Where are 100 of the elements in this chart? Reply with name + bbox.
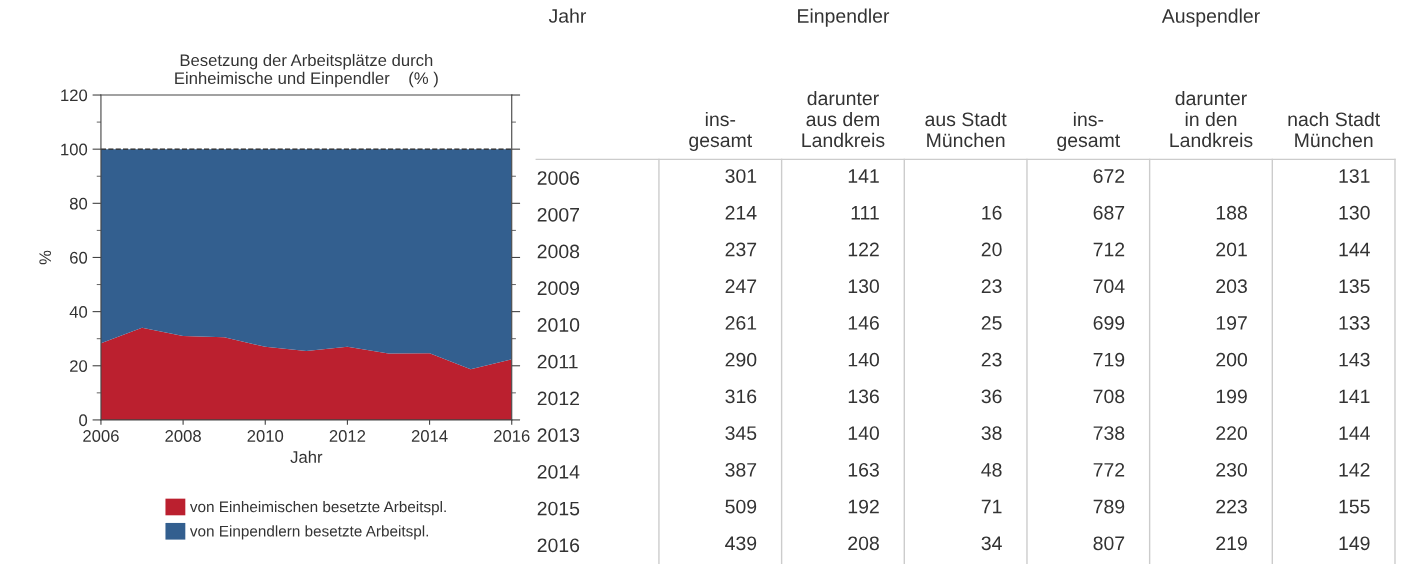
y-tick-label: 80 — [69, 197, 88, 210]
data-label: 163 — [848, 462, 879, 477]
y-tick-label: 2015 — [537, 501, 580, 516]
y-tick-label: 2012 — [537, 391, 579, 406]
data-label: 719 — [1093, 352, 1125, 367]
x-tick-label: 2006 — [83, 430, 119, 442]
data-label: 188 — [1216, 205, 1247, 220]
y-tick-label: 120 — [61, 89, 88, 102]
x-tick-label: 2016 — [494, 430, 530, 442]
data-label: 807 — [1093, 536, 1125, 551]
data-label: 738 — [1093, 426, 1125, 440]
data-label: 200 — [1216, 352, 1248, 367]
y-tick-label: 2013 — [537, 428, 580, 442]
data-label: 122 — [848, 242, 879, 257]
data-label: 133 — [1339, 316, 1370, 330]
data-label: 301 — [725, 169, 757, 183]
data-label: 223 — [1216, 499, 1247, 514]
y-tick-label: 20 — [70, 360, 88, 372]
data-label: 144 — [1339, 242, 1370, 257]
x-axis-title: Jahr — [290, 450, 323, 463]
data-label: 708 — [1093, 389, 1125, 404]
data-label: 38 — [981, 426, 1002, 440]
x-tick-label: darunter in den Landkreis — [1170, 90, 1253, 148]
text: Auspendler — [1161, 8, 1260, 27]
chart-title: Besetzung der Arbeitsplätze durch Einheimische und Einpendler (% ) — [175, 53, 438, 88]
y-tick-label: 2009 — [537, 281, 580, 296]
data-label: 140 — [848, 352, 879, 367]
data-label: 208 — [848, 536, 879, 551]
y-tick-label: 2016 — [537, 538, 580, 553]
data-label: 155 — [1339, 499, 1370, 514]
data-label: 16 — [982, 205, 1002, 220]
data-label: 509 — [725, 499, 757, 514]
data-label: 712 — [1093, 242, 1125, 257]
data-label: 136 — [848, 389, 879, 404]
y-tick-label: 2010 — [537, 318, 580, 332]
data-label: 192 — [848, 499, 879, 514]
y-tick-label: 2014 — [537, 464, 580, 479]
data-label: 23 — [981, 279, 1002, 294]
data-label: 144 — [1339, 426, 1370, 440]
data-label: 214 — [725, 205, 757, 220]
data-label: 141 — [848, 169, 879, 183]
y-tick-label: 0 — [79, 414, 88, 427]
y-tick-label: 60 — [70, 251, 88, 264]
x-tick-label: ins- gesamt — [689, 111, 753, 151]
data-label: 149 — [1339, 536, 1370, 551]
y-tick-label: 2007 — [537, 207, 579, 222]
y-tick-label: 100 — [61, 143, 88, 156]
data-label: 687 — [1093, 205, 1125, 220]
data-label: 71 — [981, 499, 1002, 514]
data-label: 789 — [1093, 499, 1125, 514]
data-label: 704 — [1093, 279, 1125, 294]
data-label: 316 — [725, 389, 757, 404]
text: Einpendler — [798, 8, 890, 27]
data-label: 290 — [725, 352, 757, 367]
data-label: 197 — [1216, 316, 1247, 330]
data-label: 219 — [1216, 536, 1247, 551]
data-label: 131 — [1339, 169, 1370, 183]
data-label: 140 — [848, 426, 879, 440]
data-label: 201 — [1216, 242, 1247, 257]
data-label: 36 — [981, 389, 1002, 404]
data-label: 237 — [725, 242, 757, 257]
data-label: 143 — [1339, 352, 1370, 367]
legend-label: von Einheimischen besetzte Arbeitspl. — [189, 501, 446, 516]
x-tick-label: ins- gesamt — [1057, 111, 1121, 151]
data-label: 141 — [1339, 389, 1370, 404]
y-tick-label: 40 — [69, 306, 88, 318]
x-tick-label: nach Stadt München — [1288, 111, 1380, 148]
x-tick-label: 2012 — [329, 430, 366, 442]
data-label: 220 — [1216, 426, 1248, 440]
data-label: 230 — [1216, 462, 1248, 477]
x-tick-label: 2014 — [411, 430, 448, 442]
data-label: 439 — [725, 536, 757, 551]
data-label: 672 — [1093, 169, 1125, 183]
x-tick-label: darunter aus dem Landkreis — [802, 90, 885, 148]
data-label: 699 — [1093, 316, 1125, 330]
data-label: 142 — [1339, 462, 1370, 477]
legend-label: von Einpendlern besetzte Arbeitspl. — [189, 525, 429, 540]
x-tick-label: 2008 — [165, 430, 201, 442]
data-label: 247 — [725, 279, 757, 293]
data-label: 34 — [981, 536, 1002, 551]
y-tick-label: 2011 — [537, 354, 578, 369]
data-label: 20 — [981, 242, 1002, 257]
y-axis-title: % — [39, 250, 52, 265]
data-label: 772 — [1093, 462, 1125, 477]
data-label: 135 — [1339, 279, 1370, 294]
data-label: 387 — [725, 462, 757, 477]
data-label: 130 — [1339, 205, 1370, 220]
y-tick-label: 2006 — [537, 171, 580, 185]
text: Jahr — [548, 8, 587, 23]
y-tick-label: 2008 — [537, 244, 580, 259]
data-label: 199 — [1216, 389, 1247, 404]
data-label: 48 — [981, 462, 1002, 477]
data-label: 261 — [725, 316, 757, 330]
data-label: 130 — [848, 279, 879, 294]
data-label: 23 — [981, 352, 1002, 367]
data-label: 203 — [1216, 279, 1247, 294]
x-tick-label: aus Stadt München — [925, 111, 1007, 148]
data-label: 111 — [851, 206, 879, 220]
data-label: 25 — [981, 316, 1002, 330]
data-label: 345 — [725, 426, 757, 440]
